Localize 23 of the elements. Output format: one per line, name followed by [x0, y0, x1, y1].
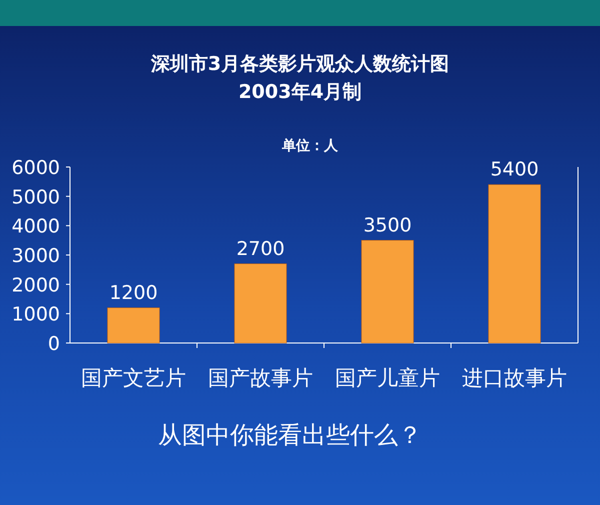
data-label: 3500 — [363, 214, 412, 236]
y-tick-label: 2000 — [12, 274, 60, 296]
text: 从图中你能看出些什么？ — [158, 421, 422, 449]
y-tick-label: 6000 — [12, 157, 60, 179]
bar — [234, 264, 287, 344]
x-tick-label: 进口故事片 — [462, 366, 567, 390]
bar — [361, 240, 414, 344]
y-tick-label: 1000 — [12, 304, 60, 326]
x-tick-label: 国产儿童片 — [335, 366, 440, 390]
chart-subtitle: 2003年4月制 — [238, 81, 362, 103]
x-tick-label: 国产文艺片 — [81, 366, 186, 390]
y-tick-label: 5000 — [12, 186, 60, 208]
chart-title: 深圳市3月各类影片观众人数统计图 — [150, 53, 450, 75]
y-tick-label: 3000 — [12, 245, 60, 267]
y-axis-title: 单位：人 — [281, 138, 339, 154]
y-tick-label: 4000 — [12, 216, 60, 238]
data-label: 5400 — [490, 158, 539, 181]
data-label: 1200 — [109, 282, 158, 304]
y-tick-label: 0 — [48, 333, 60, 355]
bar — [488, 184, 541, 344]
bar — [107, 308, 160, 344]
data-label: 2700 — [236, 238, 285, 260]
x-tick-label: 国产故事片 — [208, 366, 313, 390]
